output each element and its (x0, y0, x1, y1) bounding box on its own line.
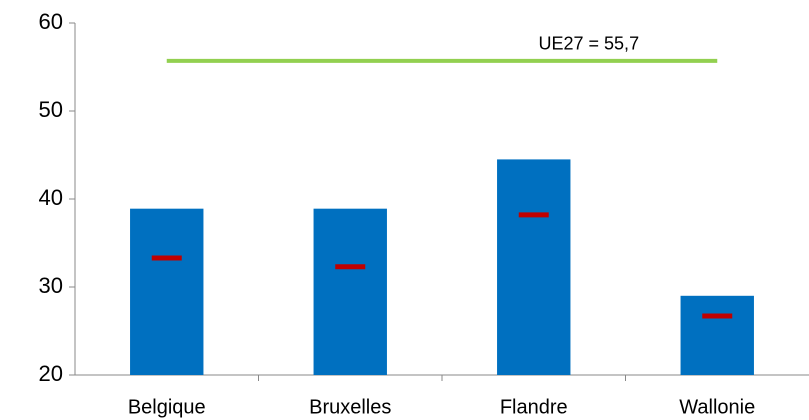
x-tick-label: Bruxelles (309, 396, 391, 418)
bar (497, 159, 571, 375)
x-tick-label: Belgique (128, 396, 206, 418)
y-tick-label: 20 (39, 361, 63, 386)
y-tick-label: 30 (39, 273, 63, 298)
y-tick-label: 60 (39, 9, 63, 34)
x-tick-label: Flandre (500, 396, 568, 418)
bar (680, 295, 754, 375)
bar (313, 208, 387, 375)
x-tick-label: Wallonie (679, 396, 755, 418)
y-tick-label: 40 (39, 185, 63, 210)
y-tick-label: 50 (39, 97, 63, 122)
reference-label: UE27 = 55,7 (539, 34, 640, 54)
bar (130, 208, 204, 375)
